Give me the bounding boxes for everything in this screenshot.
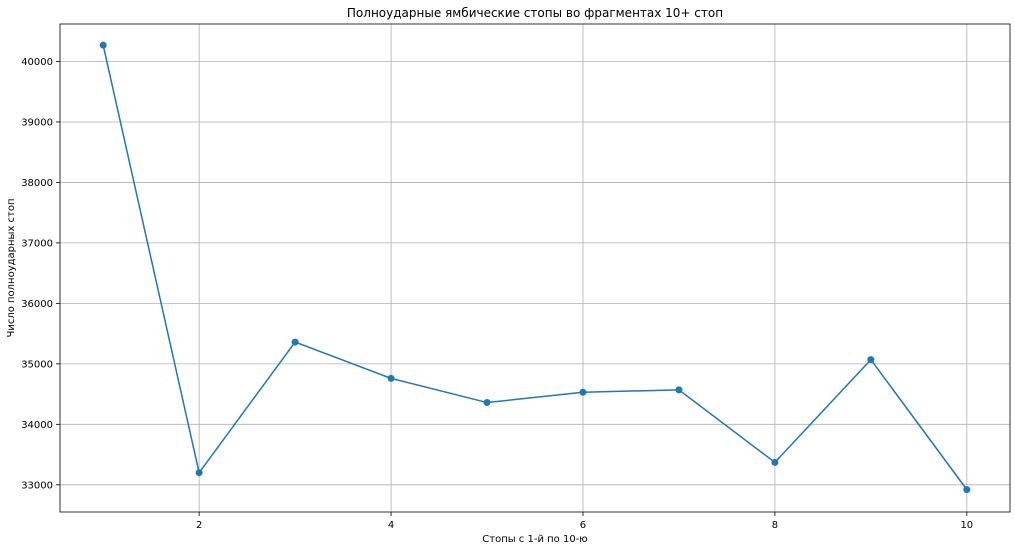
x-tick-label: 6	[580, 520, 586, 531]
x-axis-title: Стопы с 1-й по 10-ю	[482, 534, 587, 545]
y-tick-label: 33000	[21, 480, 53, 491]
y-axis-title: Число полноударных стоп	[6, 198, 17, 337]
x-tick-label: 2	[196, 520, 202, 531]
plot-frame	[59, 23, 1011, 513]
y-tick-label: 35000	[21, 359, 53, 370]
data-point	[195, 469, 203, 477]
y-tick-label: 38000	[21, 178, 53, 189]
data-point	[867, 356, 875, 364]
y-tick-label: 37000	[21, 238, 53, 249]
y-tick-label: 40000	[21, 57, 53, 68]
x-tick-label: 8	[772, 520, 778, 531]
y-tick-label: 39000	[21, 117, 53, 128]
x-tick-label: 10	[960, 520, 973, 531]
series-line	[102, 44, 968, 491]
data-point	[675, 386, 683, 394]
data-point	[99, 41, 107, 49]
data-point	[387, 374, 395, 382]
data-point	[963, 486, 971, 494]
y-tick-label: 34000	[21, 420, 53, 431]
y-axis-ticks: 33000 34000 35000 36000 37000 38000 39000 40000	[21, 57, 60, 491]
y-tick-label: 36000	[21, 299, 53, 310]
data-point	[579, 388, 587, 396]
grid	[60, 24, 1010, 512]
series-layer	[99, 41, 971, 494]
x-axis-ticks: 2 4 6 8 10	[196, 512, 973, 531]
data-point	[771, 458, 779, 466]
data-point	[291, 338, 299, 346]
data-point	[483, 399, 491, 407]
chart-title: Полноударные ямбические стопы во фрагмен…	[347, 6, 723, 20]
x-tick-label: 4	[388, 520, 394, 531]
